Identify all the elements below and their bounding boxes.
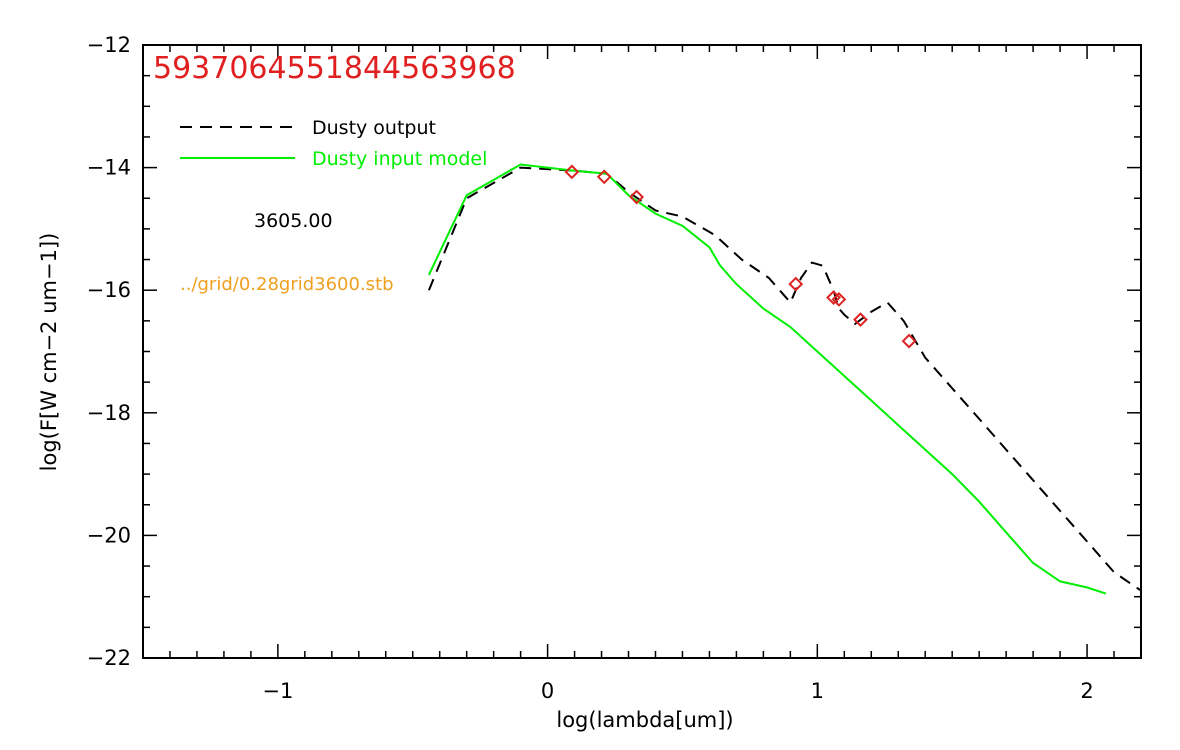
photometry-point [629, 189, 645, 205]
dusty-output-line [427, 166, 1142, 592]
y-tick-label: −16 [87, 278, 131, 302]
x-axis-title: log(lambda[um]) [556, 708, 733, 732]
y-tick-label: −12 [87, 33, 131, 57]
y-tick-label: −18 [87, 401, 131, 425]
legend: Dusty output Dusty input model [180, 117, 487, 170]
x-tick-label: 0 [541, 679, 554, 703]
temperature-label: 3605.00 [254, 210, 333, 232]
y-tick-label: −22 [87, 646, 131, 670]
y-tick-label: −20 [87, 523, 131, 547]
legend-label-dusty-output: Dusty output [312, 117, 436, 139]
x-tick-label: 1 [811, 679, 824, 703]
photometry-point [831, 291, 847, 307]
grid-file-label: ../grid/0.28grid3600.stb [180, 274, 394, 295]
legend-label-dusty-input-model: Dusty input model [312, 148, 487, 170]
photometry-point [564, 164, 580, 180]
photometry-point [853, 312, 868, 328]
x-tick-label: −1 [262, 679, 293, 703]
axes-layer: −1 0 1 2 −22 −20 −18 −16 −14 −12 [87, 33, 1142, 703]
series-layer [427, 163, 1142, 595]
photometry-point [901, 333, 917, 349]
object-id-label: 5937064551844563968 [153, 51, 516, 86]
y-axis-title: log(F[W cm−2 um−1]) [37, 233, 61, 472]
photometry-point [788, 276, 804, 292]
photometry-point [596, 169, 612, 185]
dusty-input-model-line [427, 163, 1107, 595]
y-tick-label: −14 [87, 156, 131, 180]
x-tick-label: 2 [1080, 679, 1093, 703]
